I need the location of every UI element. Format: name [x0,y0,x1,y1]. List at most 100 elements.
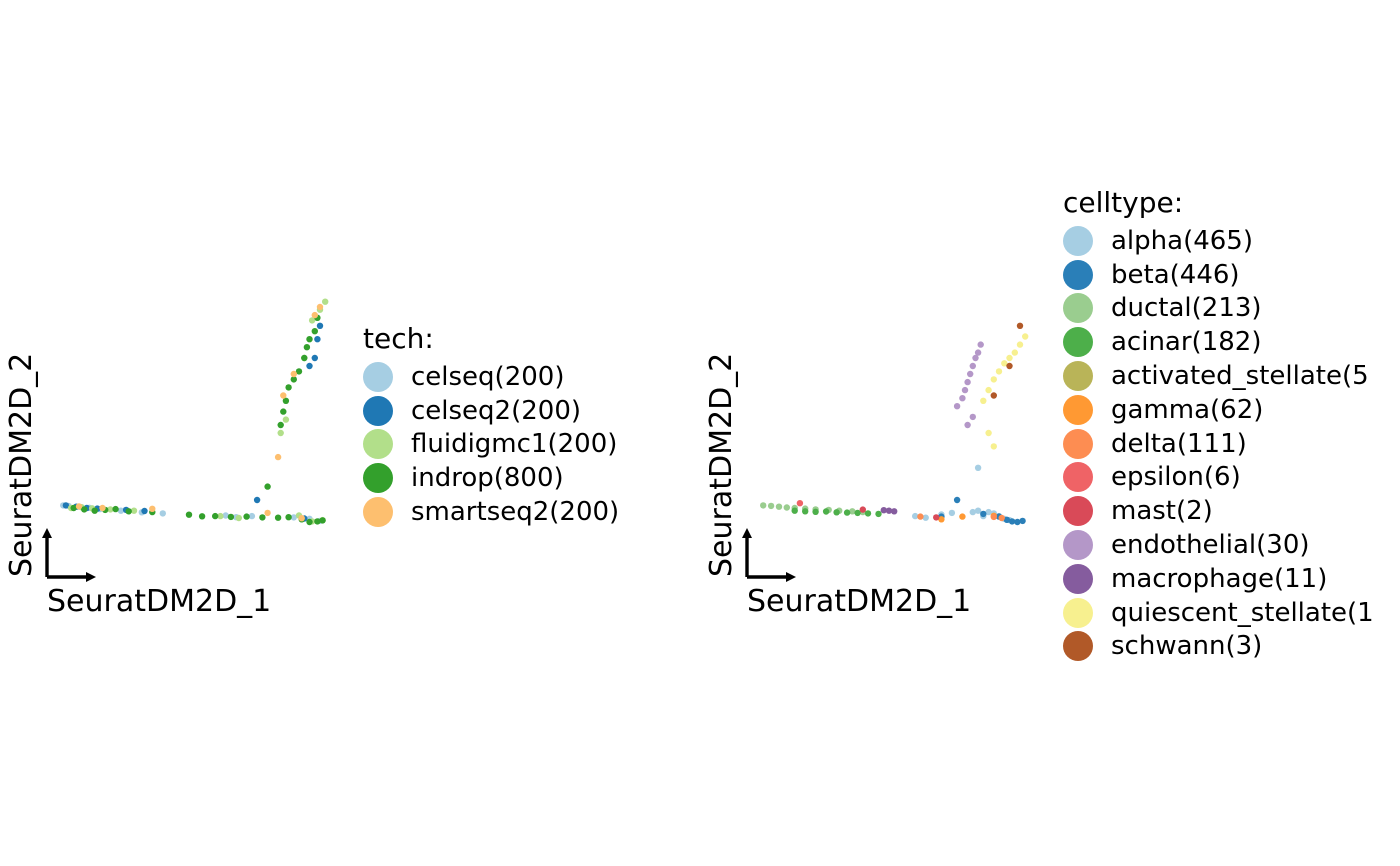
legend-key-icon [1063,563,1093,594]
scatter-point [217,512,224,520]
legend-key-icon [1063,259,1093,290]
scatter-point [760,502,767,509]
scatter-point [303,344,311,351]
legend-label: celseq2(200) [411,395,582,426]
scatter-point [1008,518,1016,525]
scatter-point [974,507,982,514]
scatter-point [1006,362,1013,370]
scatter-point [285,514,292,521]
scatter-point [948,509,956,517]
scatter-point [1011,349,1018,356]
legend-title: tech: [363,322,434,355]
scatter-point [859,506,866,513]
scatter-point [306,518,313,526]
scatter-point [1003,516,1011,523]
legend-label: schwann(3) [1111,631,1263,662]
scatter-point [277,421,284,429]
legend-label: acinar(182) [1111,327,1262,358]
scatter-point [933,514,940,521]
scatter-point [967,370,974,378]
legend-label: quiescent_stellate(1 [1111,597,1374,628]
scatter-point [974,349,982,356]
legend-item: celseq2(200) [363,394,619,428]
scatter-point [980,397,987,404]
legend-title: celltype: [1063,186,1184,219]
legend-key-icon [1063,462,1093,493]
scatter-point [70,504,77,512]
scatter-point [75,503,83,510]
scatter-point [311,311,318,319]
scatter-point [833,509,840,516]
scatter-point [107,506,114,513]
legend-items: celseq(200) celseq2(200) fluidigmc1(200) in… [363,360,619,529]
scatter-point [783,504,790,511]
legend-key-icon [1063,293,1093,324]
scatter-point [822,508,830,515]
legend-key-icon [1063,361,1093,392]
scatter-point [964,421,971,429]
legend-item: beta(446) [1063,258,1374,292]
scatter-point [849,508,856,515]
celltype-scatter-plot: SeuratDM2D_1 SeuratDM2D_2 [704,322,1029,619]
legend-label: alpha(465) [1111,225,1253,256]
scatter-point [306,362,313,370]
scatter-point [280,392,287,399]
scatter-point [775,503,783,510]
legend-label: celseq(200) [411,361,565,392]
scatter-point [990,376,997,383]
scatter-point [316,322,324,329]
scatter-point [243,513,250,520]
scatter-point [891,508,898,515]
scatter-point [130,507,138,514]
scatter-point [222,512,229,519]
scatter-point [81,506,88,513]
legend-label: ductal(213) [1111,293,1262,324]
scatter-point [274,453,282,461]
scatter-point [149,505,156,512]
scatter-point [259,514,266,521]
scatter-point [802,508,809,515]
scatter-point [125,508,132,515]
scatter-point [311,328,318,335]
scatter-point [1016,341,1024,348]
legend-item: quiescent_stellate(1 [1063,596,1374,630]
scatter-point [969,362,976,370]
scatter-point [791,507,798,514]
legend-label: epsilon(6) [1111,462,1241,493]
scatter-point [301,354,308,362]
celltype-legend: celltype: alpha(465) beta(446) ductal(213)… [1063,186,1374,663]
scatter-point [953,496,961,504]
legend-key-icon [1063,225,1093,256]
scatter-point [290,370,297,378]
scatter-point [880,507,887,514]
legend-item: activated_stellate(5 [1063,359,1374,393]
scatter-point [319,517,326,524]
scatter-point [295,368,303,375]
scatter-point [274,514,282,521]
legend-label: smartseq2(200) [411,497,620,528]
scatter-point [917,513,924,520]
scatter-point [99,504,106,512]
scatter-point [843,509,851,516]
legend-label: indrop(800) [411,463,564,494]
scatter-point [990,392,997,399]
y-axis-label: SeuratDM2D_2 [704,353,739,577]
scatter-point [185,511,193,518]
scatter-point [990,443,997,450]
scatter-point [964,378,971,386]
legend-label: mast(2) [1111,496,1213,527]
scatter-point [990,513,997,521]
legend-item: smartseq2(200) [363,495,619,529]
scatter-point [280,408,287,415]
scatter-point [253,496,261,504]
celltype-points [760,322,1029,526]
scatter-point [995,368,1003,375]
scatter-point [969,413,976,421]
scatter-point [311,354,318,362]
scatter-point [985,429,992,437]
scatter-point [864,510,872,517]
y-axis-label: SeuratDM2D_2 [4,353,39,577]
scatter-point [998,514,1005,522]
scatter-point [282,416,290,423]
